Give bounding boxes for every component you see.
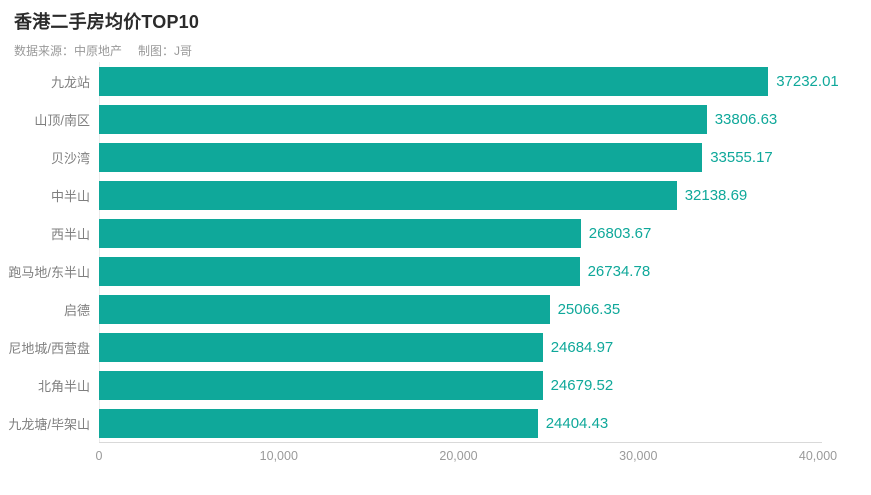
plot-area: 九龙站 37232.01 山顶/南区 33806.63 贝沙湾 33555.17 中半山 32… (8, 62, 839, 463)
category-label: 九龙塘/毕架山 (8, 416, 90, 432)
bar-row: 启德 25066.35 (64, 290, 822, 328)
value-label: 26734.78 (587, 262, 651, 280)
chart-header: 香港二手房均价TOP10 数据来源：中原地产 制图：J哥 (14, 8, 199, 59)
value-label: 32138.69 (684, 186, 748, 204)
bar (99, 142, 703, 172)
x-tick-label: 40,000 (798, 449, 838, 463)
value-label: 24679.52 (550, 376, 614, 394)
value-label: 25066.35 (557, 300, 621, 318)
category-label: 跑马地/东半山 (8, 264, 90, 280)
bar (99, 332, 543, 362)
x-tick-label: 0 (95, 449, 103, 463)
value-label: 24684.97 (550, 338, 614, 356)
bar (99, 294, 550, 324)
bar (99, 180, 677, 210)
chart-subtitle: 数据来源：中原地产 制图：J哥 (14, 42, 199, 59)
data-source-label: 数据来源：中原地产 (14, 44, 123, 58)
bar-row: 中半山 32138.69 (51, 176, 822, 214)
bar (99, 218, 581, 248)
value-label: 33555.17 (710, 148, 773, 166)
bar-row: 北角半山 24679.52 (38, 366, 822, 404)
x-tick-label: 30,000 (619, 449, 658, 463)
bar (99, 104, 707, 134)
bar-row: 九龙站 37232.01 (51, 62, 839, 100)
bar (99, 256, 580, 286)
category-label: 中半山 (50, 188, 90, 204)
bar (99, 66, 769, 96)
bar-row: 山顶/南区 33806.63 (34, 100, 822, 138)
x-tick-label: 10,000 (259, 449, 298, 463)
category-label: 启德 (63, 302, 90, 318)
bar-row: 贝沙湾 33555.17 (51, 138, 822, 176)
category-label: 尼地城/西营盘 (8, 340, 90, 356)
bar (99, 408, 538, 438)
value-label: 37232.01 (776, 72, 839, 90)
category-label: 贝沙湾 (50, 150, 90, 166)
bar-row: 跑马地/东半山 26734.78 (8, 252, 822, 290)
bar-row: 九龙塘/毕架山 24404.43 (8, 404, 822, 442)
credit-label: 制图：J哥 (138, 44, 193, 58)
category-label: 西半山 (50, 226, 90, 242)
bar-row: 西半山 26803.67 (51, 214, 822, 252)
value-label: 33806.63 (714, 110, 778, 128)
category-label: 山顶/南区 (34, 112, 90, 128)
value-label: 26803.67 (588, 224, 652, 242)
value-label: 24404.43 (545, 414, 609, 432)
category-label: 北角半山 (37, 378, 90, 394)
bar (99, 370, 543, 400)
chart-title: 香港二手房均价TOP10 (14, 12, 200, 32)
category-label: 九龙站 (50, 74, 90, 90)
bar-row: 尼地城/西营盘 24684.97 (8, 328, 822, 366)
x-axis-line (99, 442, 822, 443)
bar-rows: 九龙站 37232.01 山顶/南区 33806.63 贝沙湾 33555.17 中半山 32… (8, 62, 839, 442)
y-axis-line (99, 62, 100, 442)
x-tick-label: 20,000 (439, 449, 478, 463)
